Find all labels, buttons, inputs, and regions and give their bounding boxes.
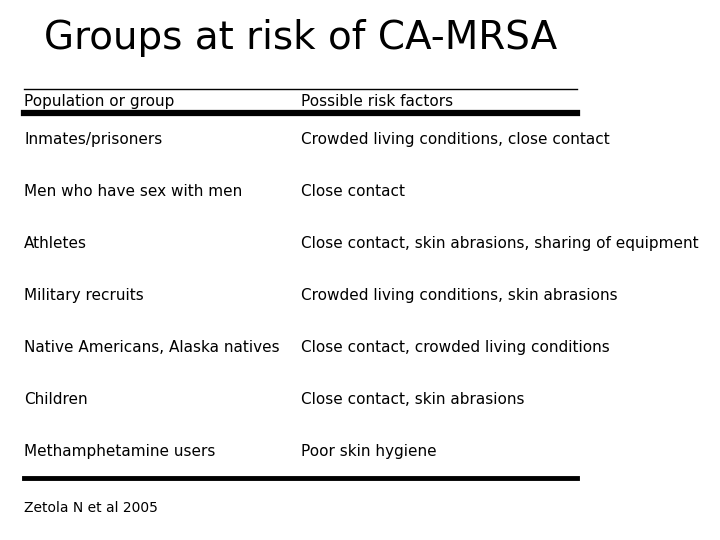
Text: Poor skin hygiene: Poor skin hygiene	[301, 444, 436, 460]
Text: Close contact, skin abrasions, sharing of equipment: Close contact, skin abrasions, sharing o…	[301, 236, 698, 251]
Text: Close contact, crowded living conditions: Close contact, crowded living conditions	[301, 340, 609, 355]
Text: Methamphetamine users: Methamphetamine users	[24, 444, 215, 460]
Text: Close contact: Close contact	[301, 184, 405, 199]
Text: Children: Children	[24, 392, 88, 407]
Text: Native Americans, Alaska natives: Native Americans, Alaska natives	[24, 340, 279, 355]
Text: Inmates/prisoners: Inmates/prisoners	[24, 132, 162, 147]
Text: Possible risk factors: Possible risk factors	[301, 94, 453, 109]
Text: Close contact, skin abrasions: Close contact, skin abrasions	[301, 392, 524, 407]
Text: Population or group: Population or group	[24, 94, 174, 109]
Text: Crowded living conditions, skin abrasions: Crowded living conditions, skin abrasion…	[301, 288, 617, 303]
Text: Zetola N et al 2005: Zetola N et al 2005	[24, 501, 158, 515]
Text: Athletes: Athletes	[24, 236, 87, 251]
Text: Men who have sex with men: Men who have sex with men	[24, 184, 243, 199]
Text: Crowded living conditions, close contact: Crowded living conditions, close contact	[301, 132, 609, 147]
Text: Military recruits: Military recruits	[24, 288, 144, 303]
Text: Groups at risk of CA-MRSA: Groups at risk of CA-MRSA	[44, 19, 557, 57]
